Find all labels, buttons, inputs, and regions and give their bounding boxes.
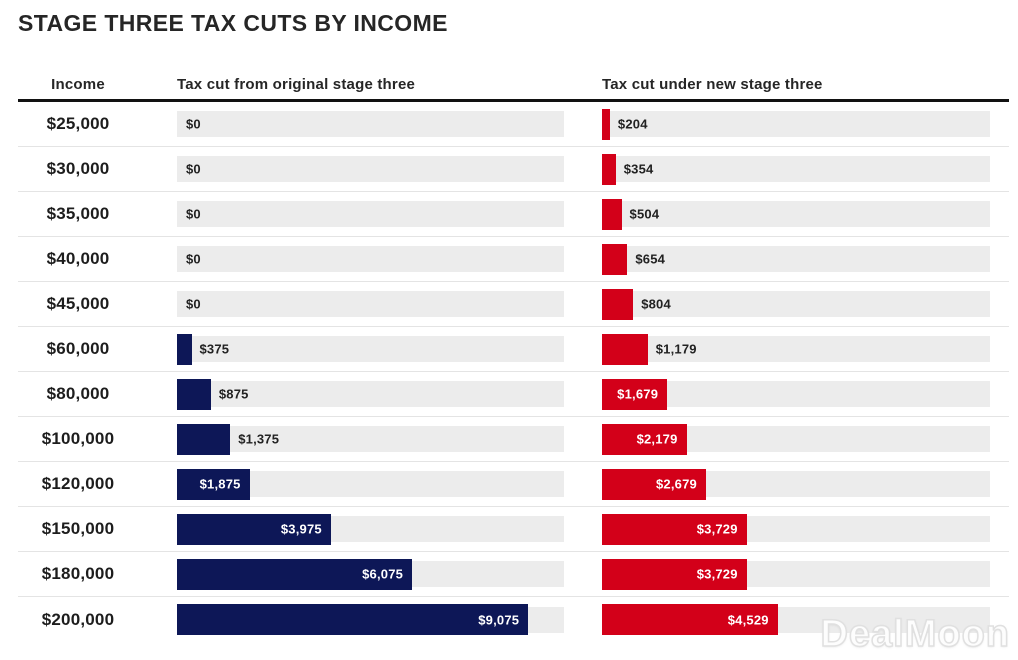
table-row: $100,000 $1,375 $2,179 [18,417,1009,462]
original-stage-three-bar-track: $0 [177,111,564,137]
new-stage-three-bar-track: $1,179 [602,333,990,365]
bar-value-label: $1,679 [617,386,659,402]
table-row: $180,000 $6,075 $3,729 [18,552,1009,597]
original-stage-three-bar-track: $6,075 [177,558,564,590]
new-stage-three-bar-track: $4,529 [602,604,990,635]
bar-value-label: $0 [186,161,201,177]
new-stage-three-bar-track: $2,179 [602,423,990,455]
bar-value-label: $3,729 [696,566,738,582]
new-stage-three-bar [602,243,628,275]
original-stage-three-bar-track: $0 [177,156,564,182]
new-stage-three-bar [602,108,610,140]
column-header-income: Income [51,76,105,93]
original-stage-three-bar-track: $0 [177,291,564,317]
original-stage-three-bar: $6,075 [177,558,413,590]
original-stage-three-bar-track: $375 [177,333,564,365]
table-row: $45,000 $0 $804 [18,282,1009,327]
new-stage-three-bar-track: $204 [602,108,990,140]
original-stage-three-bar [177,378,211,410]
income-label: $200,000 [41,609,115,629]
original-stage-three-bar-track: $875 [177,378,564,410]
table-row: $40,000 $0 $654 [18,237,1009,282]
table-row: $120,000 $1,875 $2,679 [18,462,1009,507]
new-stage-three-bar [602,288,634,320]
bar-value-label: $2,179 [636,431,678,447]
new-stage-three-bar: $1,679 [602,378,668,410]
new-stage-three-bar-track: $804 [602,288,990,320]
original-stage-three-bar: $1,875 [177,468,250,500]
chart-table: Income Tax cut from original stage three… [18,70,1009,642]
table-row: $150,000 $3,975 $3,729 [18,507,1009,552]
original-stage-three-bar-track: $3,975 [177,513,564,545]
bar-value-label: $204 [617,116,648,132]
original-stage-three-bar-track: $1,875 [177,468,564,500]
bar-value-label: $1,875 [199,476,241,492]
new-stage-three-bar-track: $1,679 [602,378,990,410]
bar-value-label: $0 [186,206,201,222]
original-stage-three-bar: $3,975 [177,513,331,545]
bar-value-label: $875 [218,386,249,402]
bar-value-label: $354 [623,161,654,177]
bar-value-label: $6,075 [362,566,404,582]
bar-value-label: $504 [629,206,660,222]
table-row: $80,000 $875 $1,679 [18,372,1009,417]
new-stage-three-bar-track: $3,729 [602,513,990,545]
new-stage-three-bar-track: $2,679 [602,468,990,500]
bar-value-label: $1,375 [238,431,280,447]
new-stage-three-bar [602,198,622,230]
new-stage-three-bar-track: $654 [602,243,990,275]
original-stage-three-bar: $9,075 [177,604,529,635]
column-header-original-stage-three: Tax cut from original stage three [177,76,416,93]
new-stage-three-bar-track: $3,729 [602,558,990,590]
chart-title: STAGE THREE TAX CUTS BY INCOME [18,10,448,36]
bar-value-label: $3,975 [280,521,322,537]
bar-value-label: $0 [186,116,201,132]
income-label: $40,000 [46,249,110,268]
new-stage-three-bar [602,333,648,365]
bar-value-label: $654 [635,251,666,267]
income-label: $35,000 [46,204,110,223]
new-stage-three-bar: $3,729 [602,513,747,545]
new-stage-three-bar: $4,529 [602,604,778,635]
table-row: $200,000 $9,075 $4,529 [18,597,1009,642]
new-stage-three-bar: $2,679 [602,468,706,500]
original-stage-three-bar [177,423,231,455]
income-label: $150,000 [41,519,115,538]
bar-value-label: $804 [641,296,671,312]
column-header-new-stage-three: Tax cut under new stage three [602,76,823,93]
income-label: $80,000 [46,384,110,403]
new-stage-three-bar: $2,179 [602,423,687,455]
bar-value-label: $0 [186,296,201,312]
table-row: $35,000 $0 $504 [18,192,1009,237]
bar-value-label: $9,075 [478,612,520,627]
bar-value-label: $375 [199,341,230,357]
original-stage-three-bar-track: $1,375 [177,423,564,455]
bar-value-label: $2,679 [655,476,697,492]
income-label: $45,000 [46,294,110,313]
new-stage-three-bar-track: $354 [602,153,990,185]
column-header-row: Income Tax cut from original stage three… [18,70,1009,102]
new-stage-three-bar-track: $504 [602,198,990,230]
bar-value-label: $3,729 [696,521,738,537]
income-label: $100,000 [41,429,115,448]
original-stage-three-bar-track: $0 [177,201,564,227]
new-stage-three-bar [602,153,616,185]
bar-value-label: $0 [186,251,201,267]
income-label: $180,000 [41,564,115,583]
income-label: $30,000 [46,159,110,178]
original-stage-three-bar [177,333,192,365]
table-row: $30,000 $0 $354 [18,147,1009,192]
bar-value-label: $4,529 [727,612,769,627]
table-row: $60,000 $375 $1,179 [18,327,1009,372]
original-stage-three-bar-track: $0 [177,246,564,272]
chart-rows: $25,000 $0 $204 $30,000 $0 $354 $35,000 $0 $504 $… [18,102,1009,642]
new-stage-three-bar: $3,729 [602,558,747,590]
income-label: $25,000 [46,114,110,133]
income-label: $120,000 [41,474,115,493]
income-label: $60,000 [46,339,110,358]
original-stage-three-bar-track: $9,075 [177,604,564,635]
table-row: $25,000 $0 $204 [18,102,1009,147]
bar-value-label: $1,179 [655,341,697,357]
